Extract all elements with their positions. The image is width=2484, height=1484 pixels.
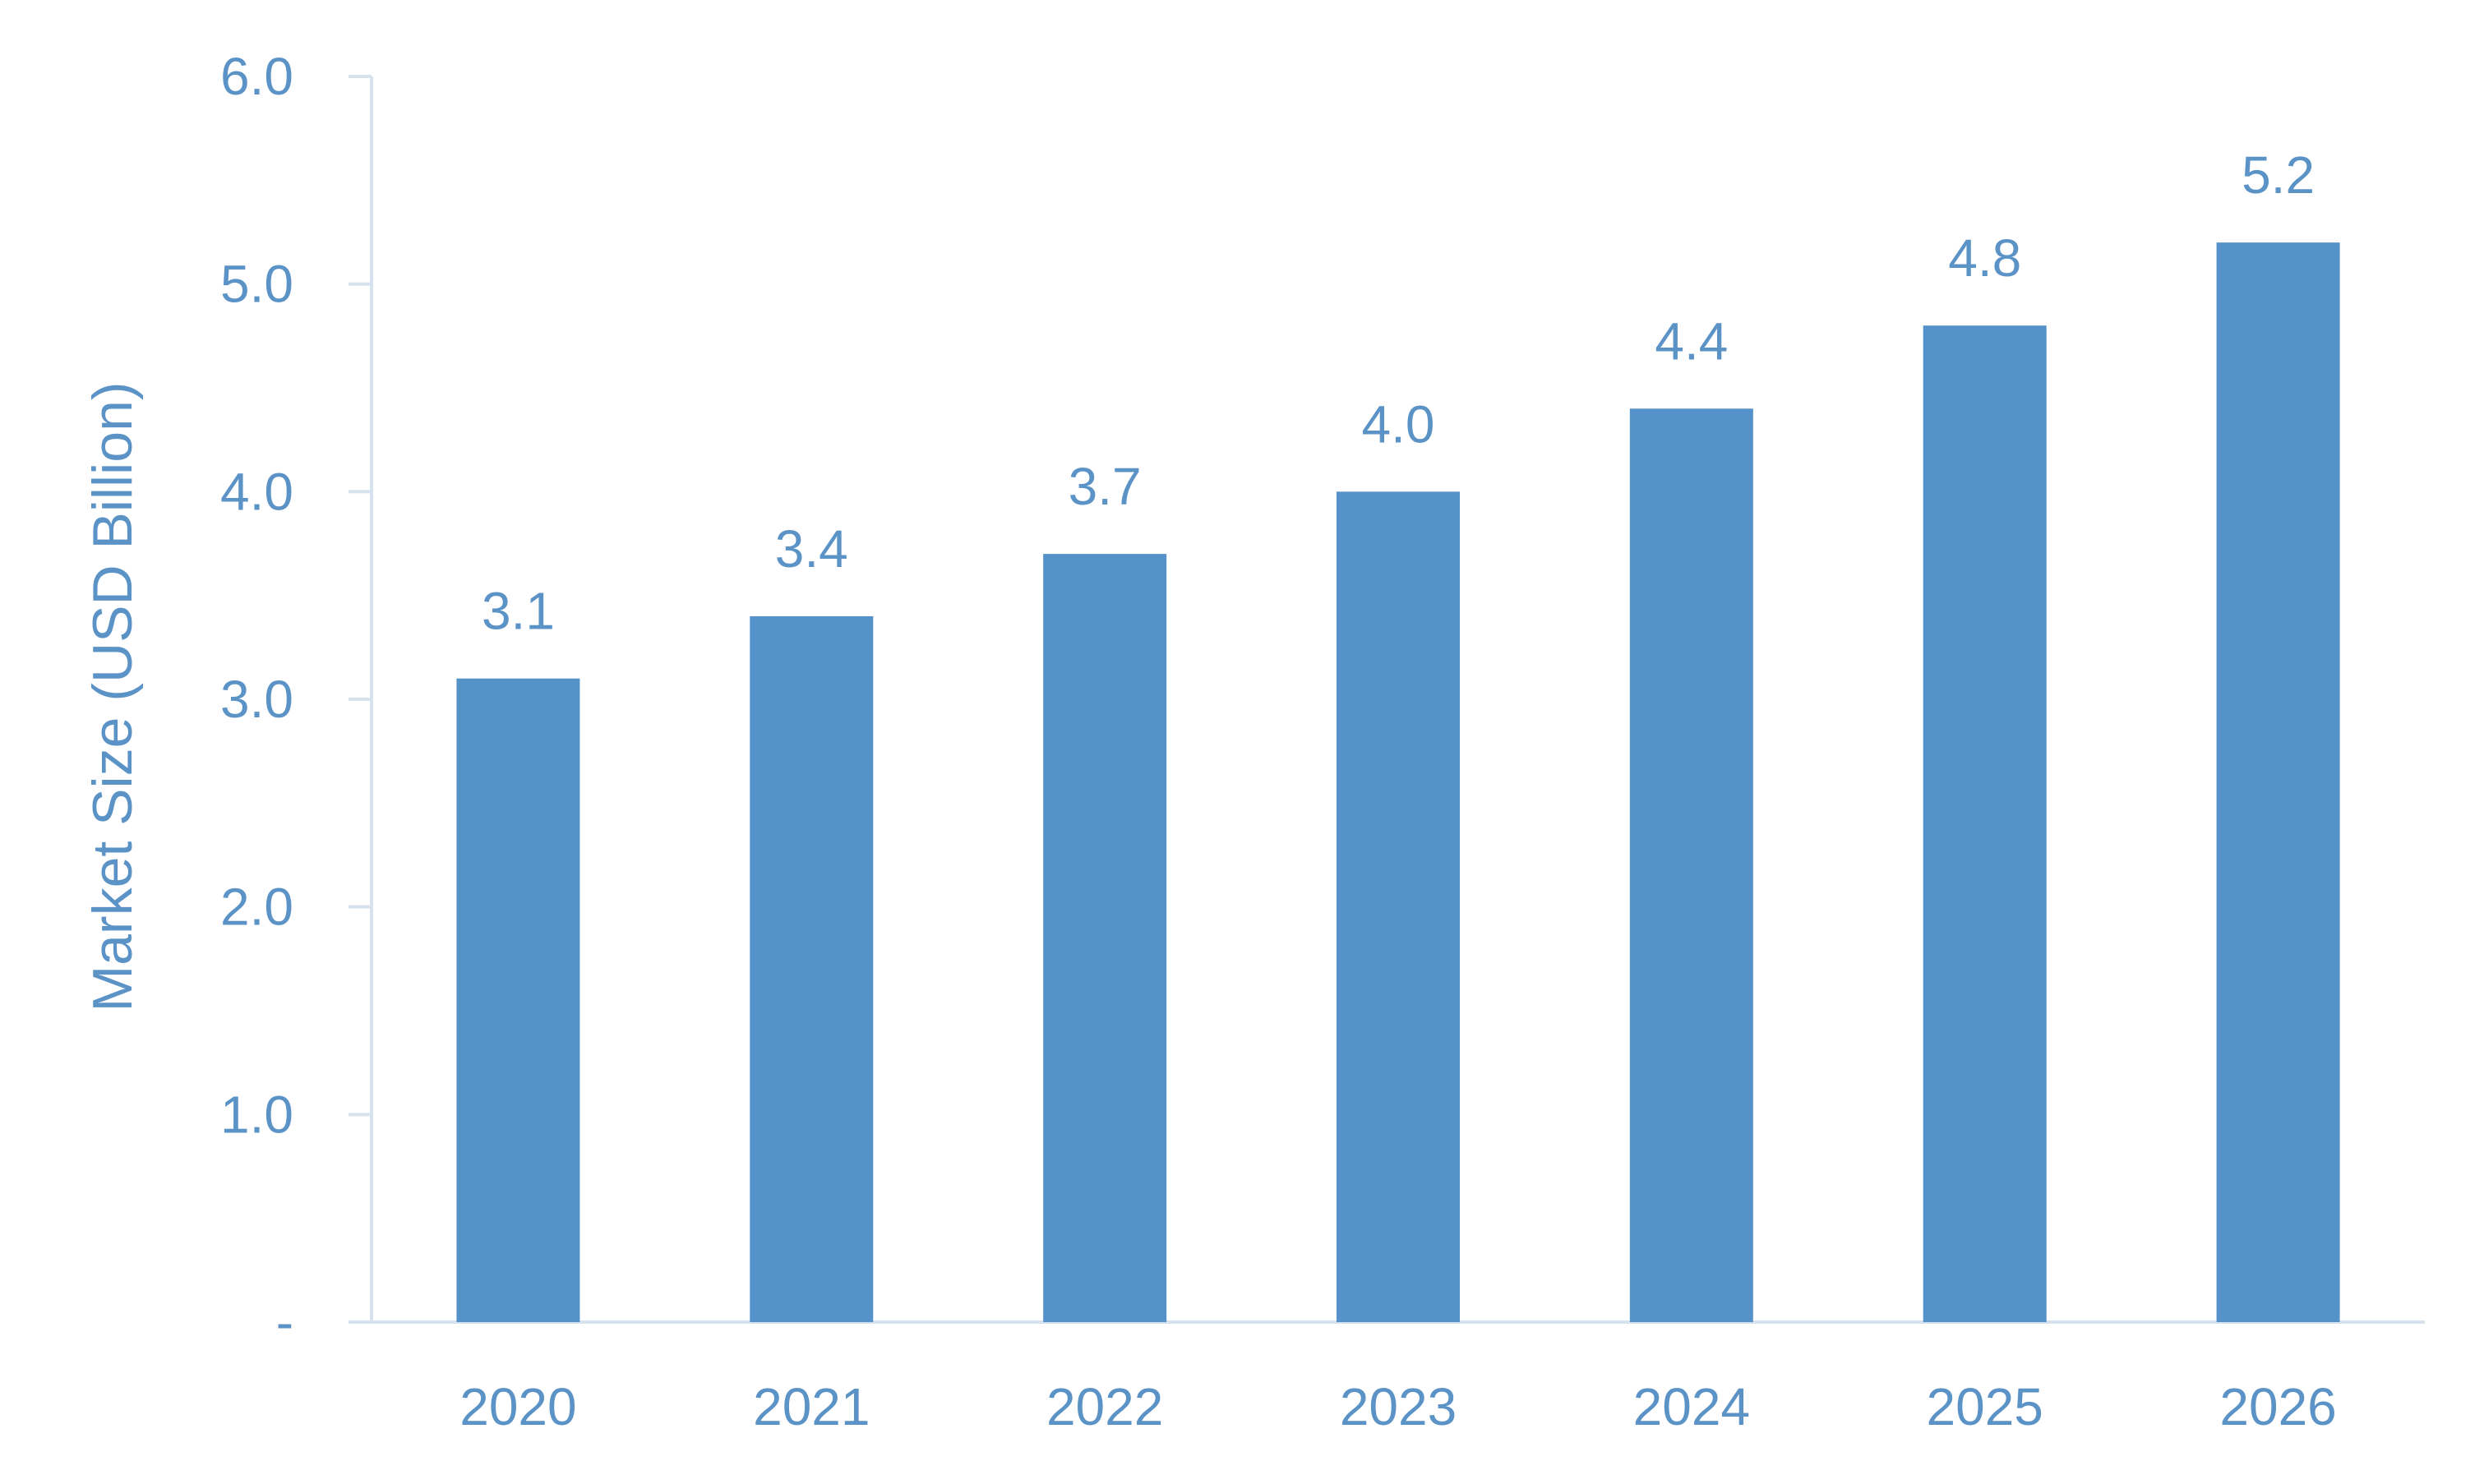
x-tick-label: 2025: [1927, 1377, 2043, 1436]
x-axis: 2020 2021 2022 2023 2024 2025 2026: [372, 1320, 2425, 1436]
bar: [1629, 408, 1753, 1323]
bar: [1337, 491, 1460, 1322]
y-tick-label: 2.0: [220, 878, 293, 937]
data-label: 4.8: [1948, 228, 2021, 288]
y-tick-label: 6.0: [220, 47, 293, 106]
y-axis: - 1.0 2.0 3.0 4.0 5.0 6.0: [220, 47, 373, 1352]
y-tick-label: 1.0: [220, 1085, 293, 1144]
y-tick-label: -: [276, 1293, 293, 1352]
y-tick-label: 4.0: [220, 462, 293, 521]
x-tick-label: 2020: [459, 1377, 576, 1436]
bar: [750, 615, 874, 1322]
bar: [1923, 325, 2047, 1323]
data-label: 3.7: [1069, 457, 1142, 516]
bar: [1043, 554, 1167, 1322]
bar: [456, 678, 580, 1322]
x-tick-label: 2022: [1046, 1377, 1163, 1436]
x-tick-label: 2023: [1340, 1377, 1457, 1436]
y-tick-label: 5.0: [220, 255, 293, 314]
bars: [456, 242, 2340, 1323]
data-label: 4.4: [1655, 311, 1728, 371]
x-tick-label: 2021: [753, 1377, 870, 1436]
y-axis-title: Market Size (USD Billion): [81, 381, 144, 1012]
data-label: 5.2: [2242, 145, 2315, 205]
x-tick-label: 2024: [1633, 1377, 1750, 1436]
bar: [2216, 242, 2340, 1323]
data-label: 4.0: [1362, 394, 1435, 454]
data-label: 3.1: [482, 582, 555, 641]
data-label: 3.4: [775, 519, 848, 578]
x-tick-label: 2026: [2219, 1377, 2336, 1436]
data-labels: 3.1 3.4 3.7 4.0 4.4 4.8 5.2: [482, 145, 2315, 641]
y-tick-label: 3.0: [220, 670, 293, 729]
